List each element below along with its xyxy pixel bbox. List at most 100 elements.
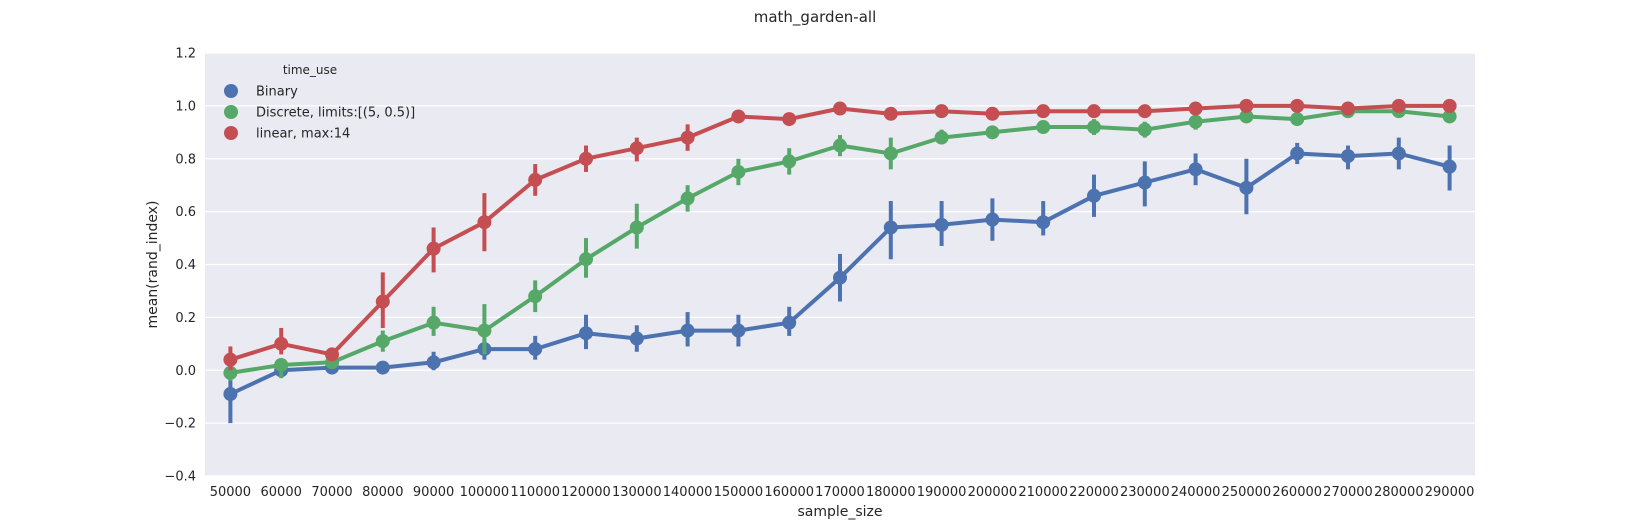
x-tick-label: 120000 (561, 485, 611, 500)
data-point (1442, 109, 1457, 124)
data-point (325, 347, 339, 362)
x-axis: 50000 60000 70000 80000 90000 100000 110000 120… (210, 485, 1475, 500)
x-tick-label: 80000 (362, 485, 403, 500)
x-tick-label: 220000 (1069, 485, 1119, 500)
data-point (223, 365, 238, 380)
legend-marker (224, 84, 238, 98)
data-point (477, 323, 492, 338)
data-point (426, 355, 441, 370)
data-point (375, 334, 390, 349)
data-point (1137, 175, 1152, 190)
data-point (1036, 215, 1051, 230)
data-point (1290, 146, 1305, 161)
data-point (274, 357, 289, 372)
data-point (1341, 149, 1355, 164)
x-tick-label: 90000 (413, 485, 454, 500)
x-tick-label: 50000 (210, 485, 251, 500)
data-point (985, 106, 1000, 121)
y-axis-label: mean(rand_index) (145, 200, 161, 328)
legend-label: Binary (256, 85, 298, 100)
data-point (528, 172, 543, 187)
data-point (579, 326, 593, 341)
x-tick-label: 100000 (460, 485, 510, 500)
x-tick-label: 70000 (311, 485, 352, 500)
data-point (782, 154, 797, 169)
y-tick-label: 0.0 (175, 364, 196, 379)
x-tick-label: 160000 (764, 485, 814, 500)
data-point (477, 215, 492, 230)
data-point (1137, 104, 1152, 119)
x-tick-label: 280000 (1374, 485, 1424, 500)
data-point (375, 294, 390, 309)
data-point (1239, 180, 1254, 195)
data-point (680, 191, 695, 206)
data-point (629, 331, 644, 346)
data-point (1391, 146, 1406, 161)
data-point (680, 323, 695, 338)
data-point (528, 342, 543, 357)
data-point (782, 315, 797, 330)
x-tick-label: 200000 (968, 485, 1018, 500)
x-tick-label: 180000 (866, 485, 916, 500)
series-layer (223, 98, 1457, 424)
legend-marker (224, 105, 238, 119)
series-0 (223, 137, 1457, 424)
data-point (1442, 98, 1457, 113)
data-point (1239, 109, 1254, 124)
data-point (883, 220, 898, 235)
data-point (426, 241, 441, 256)
data-point (731, 164, 746, 179)
data-point (680, 130, 695, 145)
data-point (1087, 188, 1101, 203)
x-tick-label: 250000 (1222, 485, 1272, 500)
data-point (579, 252, 593, 267)
data-point (731, 323, 746, 338)
legend-title: time_use (283, 63, 337, 77)
data-point (1087, 120, 1101, 135)
data-point (883, 146, 898, 161)
data-point (1188, 114, 1203, 129)
data-point (274, 336, 289, 351)
y-tick-label: 0.6 (175, 205, 196, 220)
x-tick-label: 210000 (1018, 485, 1068, 500)
y-tick-label: −0.2 (164, 417, 196, 432)
x-tick-label: 230000 (1120, 485, 1170, 500)
gridlines (205, 52, 1475, 477)
data-point (375, 360, 390, 375)
data-point (833, 138, 847, 153)
series-1 (223, 104, 1457, 381)
chart-title: math_garden-all (754, 8, 877, 27)
y-tick-label: 0.4 (175, 258, 196, 273)
data-point (1036, 104, 1051, 119)
x-tick-label: 170000 (815, 485, 865, 500)
data-point (1341, 101, 1355, 116)
x-tick-label: 150000 (714, 485, 764, 500)
series-2 (223, 98, 1457, 371)
x-tick-label: 270000 (1323, 485, 1373, 500)
data-point (833, 270, 847, 285)
data-point (1137, 122, 1152, 137)
data-point (223, 352, 238, 367)
data-point (985, 212, 1000, 227)
y-tick-label: −0.4 (164, 470, 196, 485)
data-point (985, 125, 1000, 140)
y-tick-label: 0.2 (175, 311, 196, 326)
data-point (426, 315, 441, 330)
x-tick-label: 110000 (510, 485, 560, 500)
data-point (1036, 120, 1051, 135)
legend-label: linear, max:14 (256, 127, 350, 142)
data-point (1188, 162, 1203, 177)
x-tick-label: 140000 (663, 485, 713, 500)
data-point (1239, 98, 1254, 113)
data-point (731, 109, 746, 124)
legend: time_use Binary Discrete, limits:[(5, 0.5… (224, 63, 415, 142)
y-axis: −0.4 −0.2 0.0 0.2 0.4 0.6 0.8 1.0 1.2 (164, 47, 196, 485)
x-axis-label: sample_size (797, 504, 882, 520)
data-point (528, 289, 543, 304)
data-point (1087, 104, 1101, 119)
legend-marker (224, 126, 238, 140)
x-tick-label: 130000 (612, 485, 662, 500)
data-point (1188, 101, 1203, 116)
data-point (629, 220, 644, 235)
